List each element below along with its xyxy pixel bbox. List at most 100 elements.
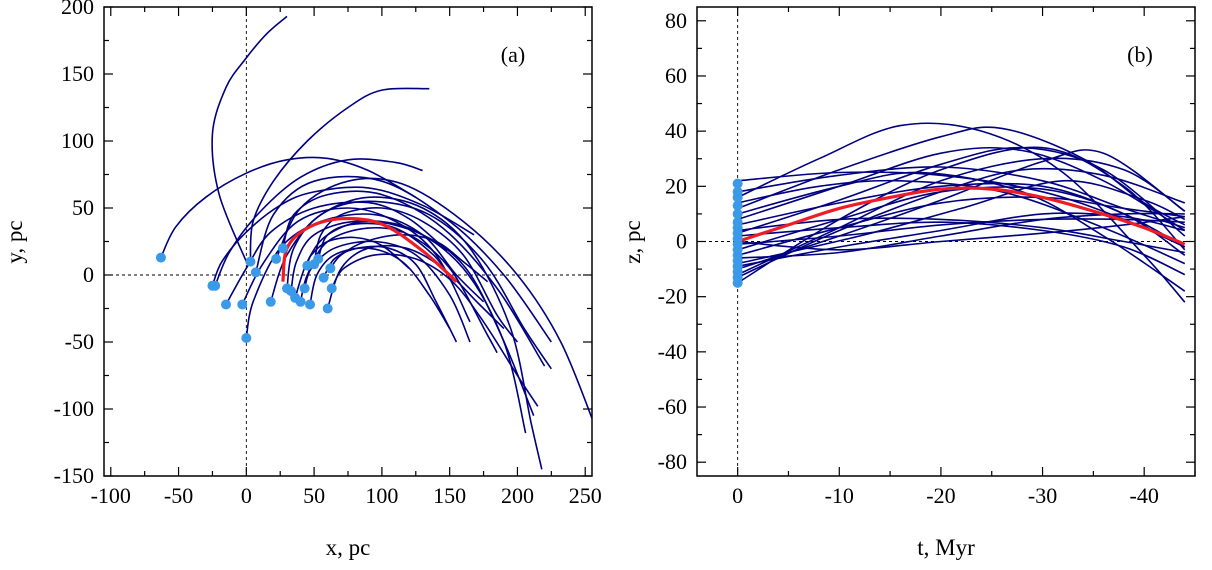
z-orbit-curves (737, 122, 1186, 303)
panel-label: (a) (501, 42, 525, 67)
start-markers (732, 178, 743, 288)
x-tick-label: 100 (365, 483, 398, 508)
x-tick-label: -20 (926, 483, 955, 508)
orbit-line (737, 212, 1185, 259)
start-point-marker (155, 252, 166, 263)
start-point-marker (732, 192, 743, 203)
orbit-line (737, 196, 1185, 257)
axis-ticks (697, 7, 1196, 476)
start-point-marker (325, 263, 336, 274)
orbit-line (737, 215, 1185, 251)
x-tick-label: 0 (732, 483, 743, 508)
start-point-marker (732, 208, 743, 219)
x-tick-label: -30 (1028, 483, 1057, 508)
x-tick-label: -100 (91, 483, 131, 508)
orbit-line (322, 245, 458, 343)
orbit-line (317, 222, 454, 283)
orbit-line (737, 146, 1186, 232)
orbit-line (737, 149, 1186, 270)
y-axis-title: z, pc (620, 220, 645, 263)
start-point-marker (318, 272, 329, 283)
start-point-marker (277, 243, 288, 254)
x-tick-labels: -100 -50 0 50 100 150 200 250 (91, 483, 602, 508)
y-tick-label: -80 (658, 449, 687, 474)
orbit-line (737, 146, 1186, 284)
orbit-line (211, 15, 288, 262)
start-point-marker (322, 303, 333, 314)
start-point-marker (295, 296, 306, 307)
start-point-marker (732, 277, 743, 288)
orbit-line (241, 207, 471, 323)
y-tick-label: 40 (665, 118, 687, 143)
orbit-line (160, 156, 417, 258)
orbit-line (269, 200, 552, 370)
x-tick-label: 150 (433, 483, 466, 508)
orbit-line (326, 244, 505, 330)
y-tick-label: 60 (665, 63, 687, 88)
y-tick-label: 20 (665, 173, 687, 198)
y-tick-label: 200 (61, 0, 94, 19)
orbit-line (737, 179, 1186, 265)
y-tick-label: -40 (658, 339, 687, 364)
start-point-marker (732, 178, 743, 189)
x-tick-label: -10 (825, 483, 854, 508)
start-point-marker (250, 267, 261, 278)
orbit-line (275, 177, 592, 421)
x-tick-label: 200 (501, 483, 534, 508)
y-tick-labels: -150 -100 -50 0 50 100 150 200 (54, 0, 94, 488)
orbit-curves (160, 15, 592, 470)
y-tick-label: -60 (658, 394, 687, 419)
start-point-marker (271, 253, 282, 264)
orbit-line (313, 206, 519, 343)
panel-a-xy-plot: -100 -50 0 50 100 150 200 250 -150-100-50050100… (2, 0, 602, 560)
y-axis-title: y, pc (2, 220, 27, 263)
y-tick-label: 50 (72, 195, 94, 220)
orbit-line (737, 167, 1186, 279)
start-point-marker (265, 296, 276, 307)
orbit-line (249, 87, 430, 262)
plot-frame (103, 6, 593, 477)
y-tick-label: -150 (54, 463, 94, 488)
orbit-line (737, 122, 1186, 303)
y-tick-label: -20 (658, 284, 687, 309)
start-point-marker (326, 283, 337, 294)
zero-reference-lines (104, 7, 592, 476)
orbit-line (211, 186, 475, 286)
start-point-marker (305, 299, 316, 310)
y-tick-label: 150 (61, 61, 94, 86)
start-point-marker (313, 253, 324, 264)
y-tick-label: 0 (83, 262, 94, 287)
orbit-line (737, 212, 1185, 268)
y-tick-label: -100 (54, 396, 94, 421)
x-tick-labels: 0 -10 -20 -30 -40 (732, 483, 1159, 508)
start-point-marker (210, 280, 221, 291)
y-tick-labels: -80 -60 -40 -20 0 20 40 60 80 (658, 8, 687, 474)
y-tick-label: 0 (676, 229, 687, 254)
orbit-line (330, 253, 539, 407)
start-point-marker (237, 299, 248, 310)
orbit-line (245, 213, 485, 339)
orbit-line (737, 171, 1186, 292)
orbit-line (306, 236, 410, 269)
orbit-line (737, 217, 1185, 254)
start-point-marker (732, 200, 743, 211)
orbit-line (214, 158, 423, 287)
highlight-orbit (737, 186, 1186, 246)
highlight-orbit-line (737, 186, 1186, 246)
y-tick-label: 80 (665, 8, 687, 33)
start-markers (155, 243, 337, 343)
orbit-line (737, 157, 1186, 276)
x-tick-label: 50 (303, 483, 325, 508)
y-tick-label: -50 (65, 329, 94, 354)
start-point-marker (221, 299, 231, 310)
x-tick-label: 250 (569, 483, 602, 508)
orbit-line (737, 146, 1186, 237)
axis-ticks (104, 6, 592, 477)
x-tick-label: 0 (241, 483, 252, 508)
start-point-marker (245, 256, 256, 267)
start-point-marker (241, 332, 252, 343)
x-tick-label: -40 (1130, 483, 1159, 508)
start-point-marker (299, 283, 310, 294)
